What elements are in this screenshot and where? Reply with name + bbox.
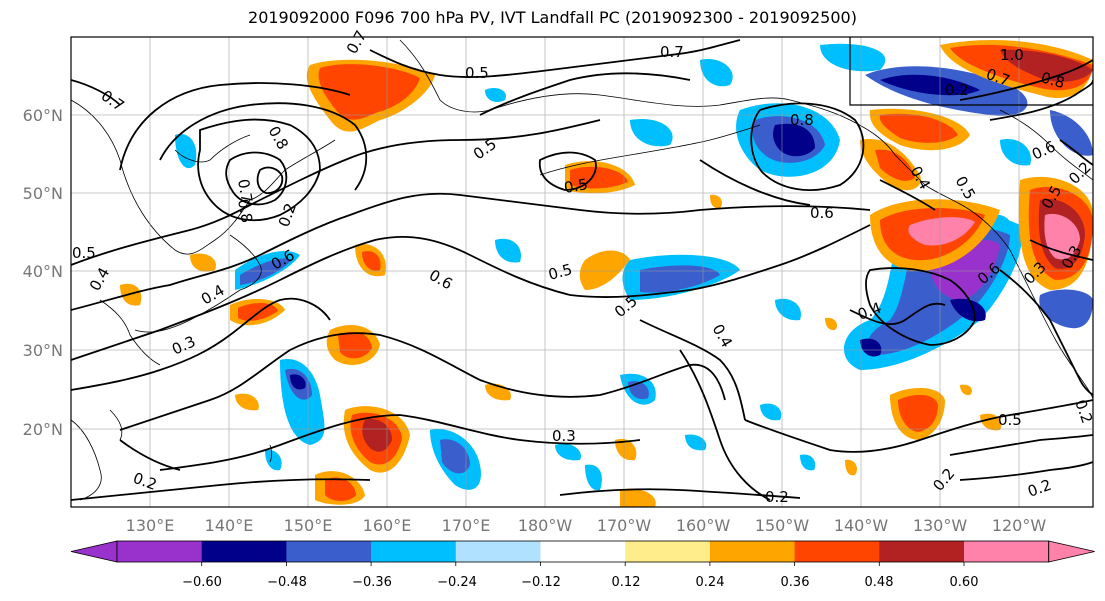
colorbar-tick-label: 0.12 <box>612 575 641 590</box>
colorbar-tick-label: −0.48 <box>267 575 307 590</box>
longitude-labels: 130°E 140°E 150°E 160°E 170°E 180°W 170°… <box>126 516 1047 535</box>
colorbar-segment <box>117 541 203 562</box>
colorbar-arrow-left <box>70 540 118 563</box>
shaded-anomaly-field <box>120 40 1093 507</box>
lon-label: 160°E <box>363 516 412 535</box>
lon-label: 150°E <box>284 516 333 535</box>
contour-label: 0.5 <box>563 175 590 197</box>
colorbar-segment <box>794 541 880 562</box>
contour-label: 0.7 <box>660 43 684 61</box>
colorbar-tick-label: −0.60 <box>182 575 222 590</box>
contour-label: 0.5 <box>546 260 574 284</box>
colorbar-segment <box>540 541 626 562</box>
contour-label: 0.8 <box>1039 68 1067 92</box>
lon-label: 130°W <box>913 516 968 535</box>
contour-label: 0.8 <box>790 111 814 129</box>
lon-label: 120°W <box>992 516 1047 535</box>
colorbar: −0.60 −0.48 −0.36 −0.24 −0.12 0.12 0.24 … <box>70 540 1095 590</box>
lon-label: 140°E <box>205 516 254 535</box>
region-box <box>849 37 1093 106</box>
colorbar-tick-label: 0.24 <box>696 575 725 590</box>
colorbar-tick-label: −0.36 <box>352 575 392 590</box>
colorbar-tick-label: 0.60 <box>950 575 979 590</box>
colorbar-segment <box>964 541 1050 562</box>
contour-label: 0.8 <box>234 198 256 225</box>
lon-label: 140°W <box>834 516 889 535</box>
contour-label: 0.7 <box>234 178 256 205</box>
contour-label: 0.3 <box>552 427 576 445</box>
colorbar-outline <box>116 540 1050 563</box>
colorbar-segments <box>70 540 1095 566</box>
lon-label: 130°E <box>126 516 175 535</box>
lon-label: 150°W <box>755 516 810 535</box>
lon-label: 170°E <box>442 516 491 535</box>
pv-contours <box>71 39 1093 501</box>
lon-label: 160°W <box>676 516 731 535</box>
lat-label: 60°N <box>23 106 63 125</box>
latitude-labels: 60°N 50°N 40°N 30°N 20°N <box>23 106 63 439</box>
colorbar-tick-label: 0.48 <box>865 575 894 590</box>
colorbar-segment <box>879 541 965 562</box>
colorbar-tick-label: 0.36 <box>781 575 810 590</box>
coastlines <box>71 39 1093 501</box>
contour-label: 0.5 <box>72 244 96 262</box>
lat-label: 30°N <box>23 341 63 360</box>
lat-label: 20°N <box>23 420 63 439</box>
contour-label: 0.2 <box>765 488 789 506</box>
colorbar-segment <box>709 541 796 562</box>
contour-label: 0.2 <box>945 81 969 99</box>
lat-label: 50°N <box>23 184 63 203</box>
lat-label: 40°N <box>23 262 63 281</box>
lon-label: 170°W <box>597 516 652 535</box>
colorbar-segment <box>625 541 711 562</box>
colorbar-ticks: −0.60 −0.48 −0.36 −0.24 −0.12 0.12 0.24 … <box>182 575 978 590</box>
lon-label: 180°W <box>518 516 573 535</box>
colorbar-segment <box>286 541 372 562</box>
colorbar-arrow-right <box>1048 540 1095 563</box>
colorbar-segment <box>455 541 541 562</box>
colorbar-tick-label: −0.24 <box>437 575 477 590</box>
contour-label: 0.5 <box>465 64 489 82</box>
contour-label: 1.0 <box>1000 46 1024 64</box>
colorbar-segment <box>201 541 287 562</box>
contour-label: 0.5 <box>998 411 1022 429</box>
colorbar-tick-label: −0.12 <box>521 575 561 590</box>
colorbar-segment <box>371 541 457 562</box>
map-frame <box>70 36 1094 508</box>
map-title: 2019092000 F096 700 hPa PV, IVT Landfall… <box>248 8 857 27</box>
contour-label: 0.6 <box>810 204 834 222</box>
